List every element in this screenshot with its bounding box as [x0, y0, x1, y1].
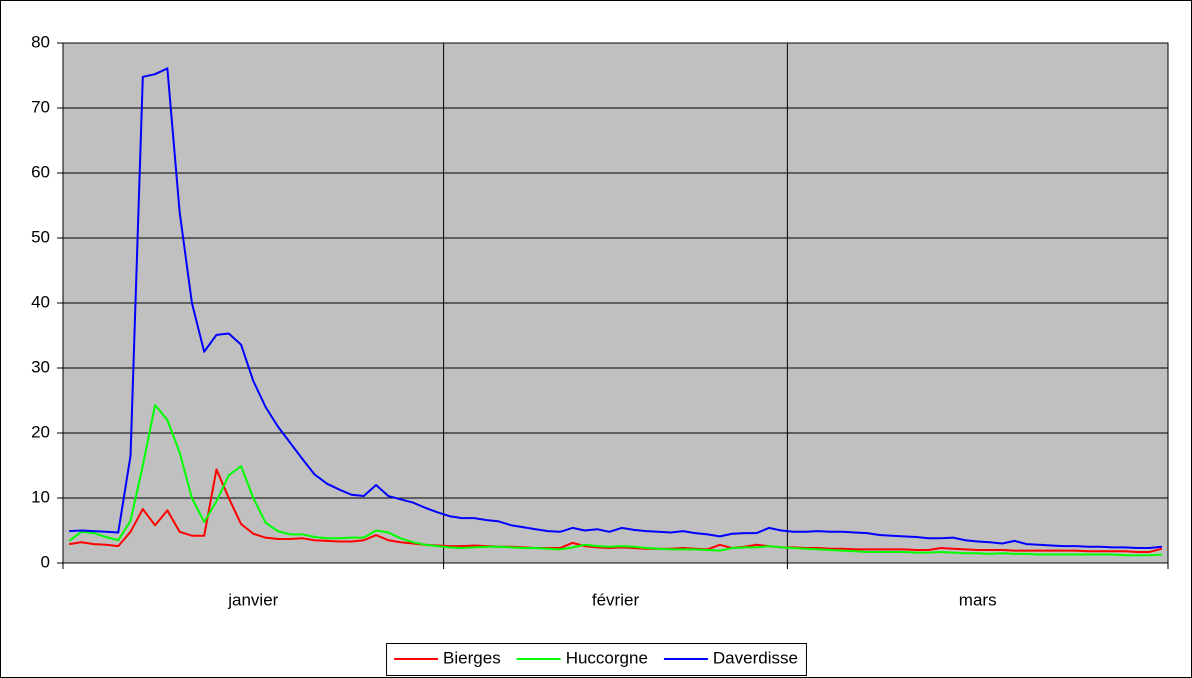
line-series	[69, 67, 1162, 550]
y-tick-label: 40	[31, 292, 50, 311]
legend-label: Daverdisse	[713, 648, 798, 667]
legend-label: Bierges	[443, 648, 501, 667]
x-tick-label: mars	[959, 590, 997, 609]
y-tick-label: 50	[31, 227, 50, 246]
y-tick-label: 30	[31, 357, 50, 376]
legend-box	[386, 643, 807, 676]
plot-border	[62, 42, 1169, 564]
legend: Bierges Huccorgne Daverdisse	[386, 643, 807, 676]
x-tick-label: janvier	[227, 590, 278, 609]
line-series	[68, 468, 1163, 553]
y-tick-label: 70	[31, 97, 50, 116]
line-series	[68, 404, 1162, 557]
y-tick-label: 10	[31, 487, 50, 506]
legend-label: Huccorgne	[566, 648, 648, 667]
y-tick-label: 80	[31, 32, 50, 51]
x-tick-label: février	[592, 590, 640, 609]
y-tick-label: 20	[31, 422, 50, 441]
y-tick-label: 60	[31, 162, 50, 181]
y-tick-label: 0	[41, 552, 50, 571]
